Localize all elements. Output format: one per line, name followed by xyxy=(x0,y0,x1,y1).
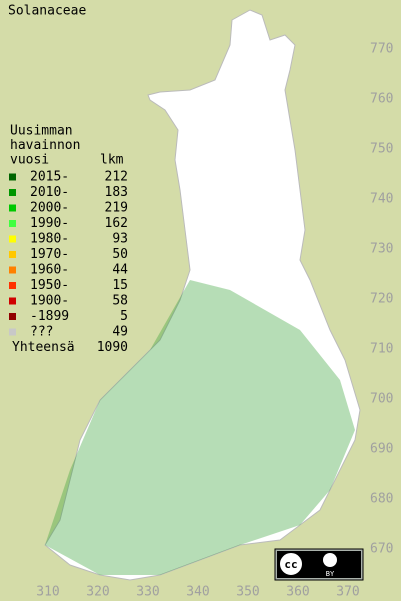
y-axis-label: 690 xyxy=(370,442,393,457)
legend-swatch xyxy=(9,204,16,212)
map-title: Solanaceae xyxy=(8,4,86,19)
by-icon xyxy=(323,553,337,567)
y-axis-label: 740 xyxy=(370,192,393,207)
legend-count: 49 xyxy=(112,325,128,340)
x-axis-label: 360 xyxy=(286,585,309,600)
south-coverage-area xyxy=(45,280,355,575)
y-axis-label: 760 xyxy=(370,92,393,107)
legend-count-header: lkm xyxy=(100,153,124,168)
legend-count: 183 xyxy=(105,185,128,200)
x-axis-label: 350 xyxy=(236,585,259,600)
legend-swatch xyxy=(9,235,16,243)
x-axis-label: 310 xyxy=(36,585,59,600)
legend-count: 50 xyxy=(112,247,128,262)
y-axis-label: 700 xyxy=(370,392,393,407)
y-axis-label: 730 xyxy=(370,242,393,257)
x-axis-label: 340 xyxy=(186,585,209,600)
y-axis-label: 710 xyxy=(370,342,393,357)
legend-swatch xyxy=(9,266,16,274)
y-axis-label: 670 xyxy=(370,542,393,557)
total-label: Yhteensä xyxy=(12,340,75,355)
legend-label: 2000- xyxy=(30,201,69,216)
legend-count: 93 xyxy=(112,232,128,247)
legend-label: 1900- xyxy=(30,294,69,309)
x-axis-label: 370 xyxy=(336,585,359,600)
legend-header: Uusimman xyxy=(10,124,73,139)
legend-label: 1960- xyxy=(30,263,69,278)
legend-label: 1990- xyxy=(30,216,69,231)
total-count: 1090 xyxy=(97,340,128,355)
y-axis-label: 680 xyxy=(370,492,393,507)
legend-count: 162 xyxy=(105,216,128,231)
legend-swatch xyxy=(9,282,16,289)
legend-label: 1980- xyxy=(30,232,69,247)
y-axis-label: 720 xyxy=(370,292,393,307)
y-axis-label: 750 xyxy=(370,142,393,157)
cc-mark: cc xyxy=(284,558,297,571)
legend-label: ??? xyxy=(30,325,53,340)
legend-count: 44 xyxy=(112,263,128,278)
legend-label: 1970- xyxy=(30,247,69,262)
by-mark: BY xyxy=(326,570,335,578)
license-badge: cc BY xyxy=(274,548,364,581)
legend-label: 2015- xyxy=(30,170,69,185)
legend-count: 15 xyxy=(112,278,128,293)
axes: 310 320 330 340 350 360 370 670 680 690 700 710 720 7… xyxy=(36,42,393,600)
legend-header: havainnon xyxy=(10,138,80,153)
legend-count: 212 xyxy=(105,170,128,185)
legend-count: 219 xyxy=(105,201,128,216)
legend-swatch xyxy=(9,313,16,320)
legend-swatch xyxy=(9,328,16,336)
finland-outline xyxy=(44,9,361,581)
legend-count: 58 xyxy=(112,294,128,309)
legend-count: 5 xyxy=(120,309,128,324)
cc-circle xyxy=(278,551,304,577)
legend-label: 1950- xyxy=(30,278,69,293)
legend-swatch xyxy=(9,173,16,181)
x-axis-label: 320 xyxy=(86,585,109,600)
x-axis-label: 330 xyxy=(136,585,159,600)
legend-swatch xyxy=(9,297,16,305)
legend-label: 2010- xyxy=(30,185,69,200)
legend-swatch xyxy=(9,251,16,258)
legend-swatch xyxy=(9,189,16,196)
legend-header: vuosi xyxy=(10,153,49,168)
legend-swatch xyxy=(9,220,16,227)
y-axis-label: 770 xyxy=(370,42,393,57)
legend-label: -1899 xyxy=(30,309,69,324)
